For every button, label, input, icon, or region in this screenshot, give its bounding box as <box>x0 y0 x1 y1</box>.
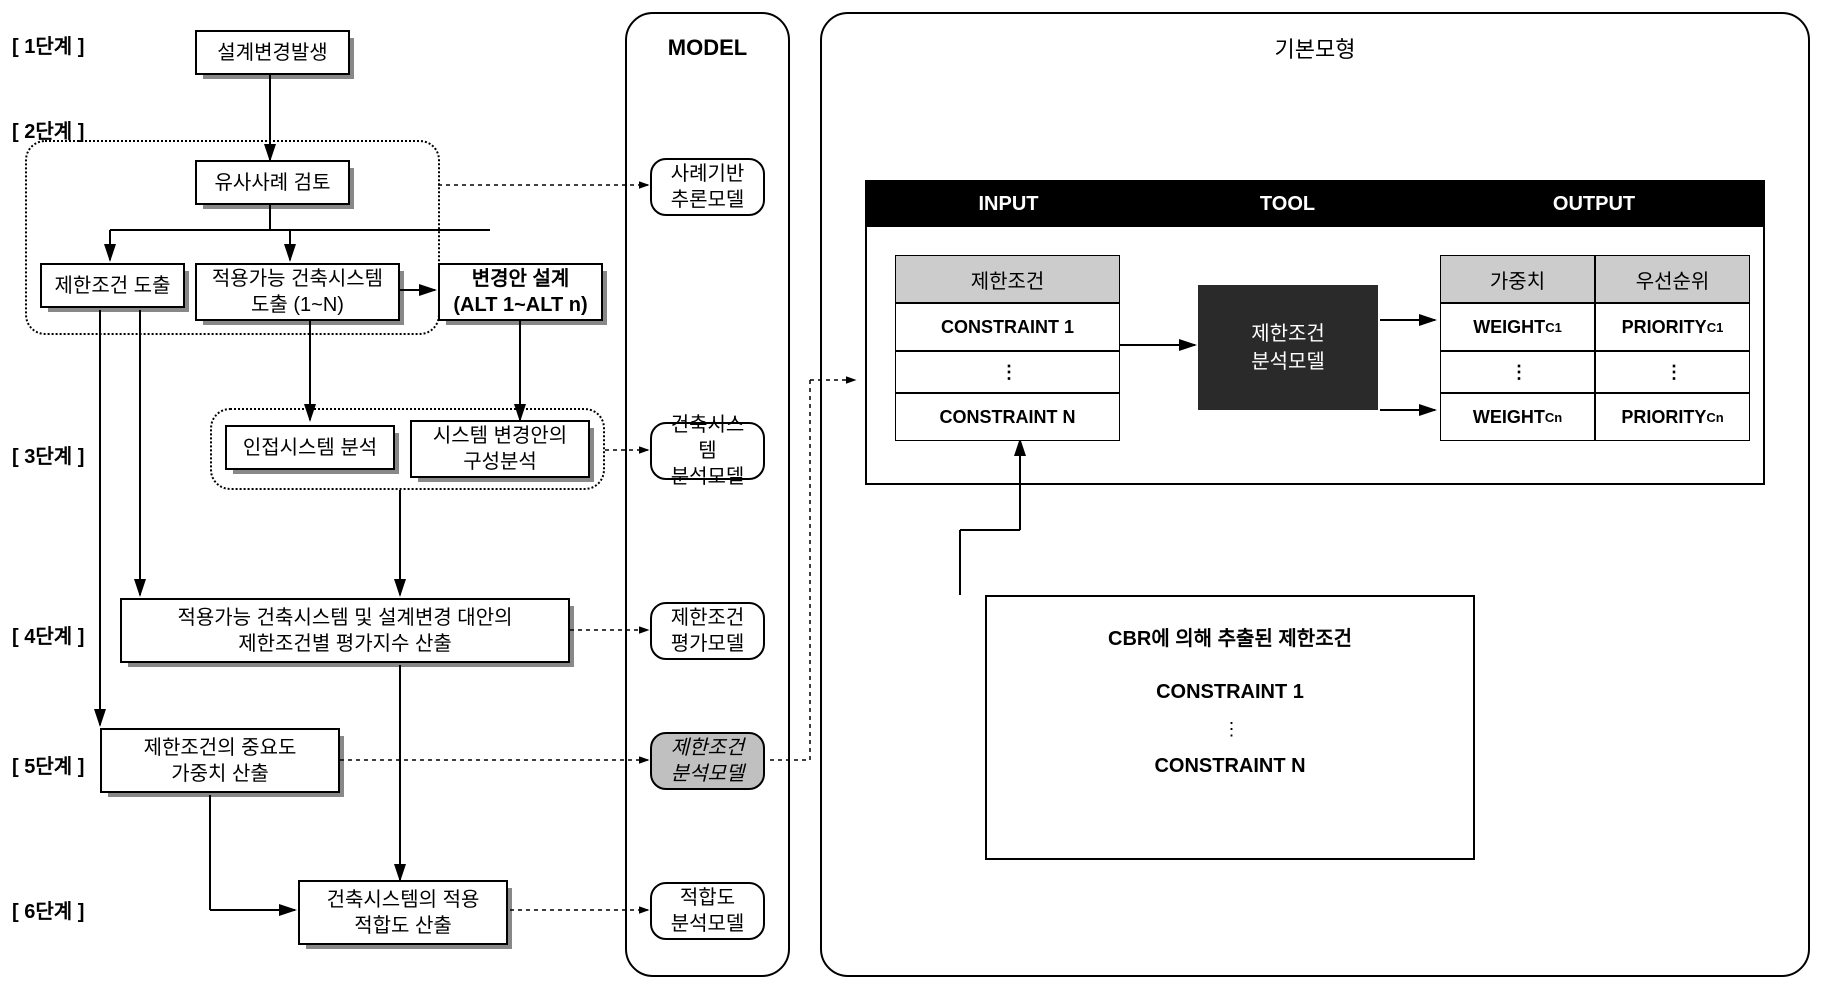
stage3-label: [ 3단계 ] <box>12 440 84 469</box>
model-suitability-text: 적합도 분석모델 <box>671 885 745 937</box>
output-wn-t: WEIGHT <box>1473 407 1545 428</box>
box-weight-calc: 제한조건의 중요도 가중치 산출 <box>100 728 340 793</box>
cbr-r1: CONSTRAINT 1 <box>987 681 1473 704</box>
hdr-output: OUTPUT <box>1425 182 1763 227</box>
box-design-change-text: 설계변경발생 <box>217 40 327 66</box>
output-w1-sub: C1 <box>1545 320 1562 335</box>
output-w-dots: ⋮ <box>1440 351 1595 393</box>
input-header: 제한조건 <box>895 255 1120 303</box>
output-w1-t: WEIGHT <box>1473 317 1545 338</box>
box-applicable-system: 적용가능 건축시스템 도출 (1~N) <box>195 263 400 321</box>
box-suitability: 건축시스템의 적용 적합도 산출 <box>298 880 508 945</box>
box-similar-case: 유사사례 검토 <box>195 160 350 205</box>
output-pn: PRIORITYCn <box>1595 393 1750 441</box>
output-hdr-priority: 우선순위 <box>1595 255 1750 303</box>
hdr-tool: TOOL <box>1150 182 1425 227</box>
box-design-change: 설계변경발생 <box>195 30 350 75</box>
box-suitability-text: 건축시스템의 적용 적합도 산출 <box>327 887 480 939</box>
model-constraint-analysis-text: 제한조건 분석모델 <box>671 735 745 787</box>
stage1-label: [ 1단계 ] <box>12 30 84 59</box>
box-system-change-analysis-text: 시스템 변경안의 구성분석 <box>433 423 567 475</box>
stage6-label: [ 6단계 ] <box>12 895 84 924</box>
box-alt-design: 변경안 설계 (ALT 1~ALT n) <box>438 263 603 321</box>
model-suitability: 적합도 분석모델 <box>650 882 765 940</box>
model-cbr: 사례기반 추론모델 <box>650 158 765 216</box>
stage5-label: [ 5단계 ] <box>12 750 84 779</box>
model-building-system-text: 건축시스템 분석모델 <box>662 412 753 490</box>
output-p-dots: ⋮ <box>1595 351 1750 393</box>
output-hdr-weight: 가중치 <box>1440 255 1595 303</box>
box-constraint-derive: 제한조건 도출 <box>40 263 185 308</box>
output-p1: PRIORITYC1 <box>1595 303 1750 351</box>
hdr-input: INPUT <box>867 182 1150 227</box>
cbr-rn: CONSTRAINT N <box>987 755 1473 778</box>
cbr-title: CBR에 의해 추출된 제한조건 <box>987 622 1473 651</box>
box-weight-calc-text: 제한조건의 중요도 가중치 산출 <box>144 735 297 787</box>
input-row-dots: ⋮ <box>895 351 1120 393</box>
tool-box-text: 제한조건 분석모델 <box>1251 320 1325 376</box>
output-w1: WEIGHTC1 <box>1440 303 1595 351</box>
cbr-box: CBR에 의해 추출된 제한조건 CONSTRAINT 1 ⋮ CONSTRAI… <box>985 595 1475 860</box>
cbr-dots: ⋮ <box>987 719 1473 740</box>
model-constraint-eval-text: 제한조건 평가모델 <box>671 605 745 657</box>
input-row1: CONSTRAINT 1 <box>895 303 1120 351</box>
input-rown: CONSTRAINT N <box>895 393 1120 441</box>
output-pn-t: PRIORITY <box>1621 407 1706 428</box>
right-title: 기본모형 <box>820 32 1810 64</box>
output-wn-sub: Cn <box>1545 410 1562 425</box>
model-container <box>625 12 790 977</box>
model-building-system: 건축시스템 분석모델 <box>650 422 765 480</box>
box-constraint-derive-text: 제한조건 도출 <box>55 273 171 299</box>
box-applicable-system-text: 적용가능 건축시스템 도출 (1~N) <box>212 266 383 318</box>
box-adjacent-analysis: 인접시스템 분석 <box>225 425 395 470</box>
box-alt-design-text: 변경안 설계 (ALT 1~ALT n) <box>453 266 587 318</box>
output-pn-sub: Cn <box>1706 410 1723 425</box>
model-constraint-analysis: 제한조건 분석모델 <box>650 732 765 790</box>
box-evaluation-index: 적용가능 건축시스템 및 설계변경 대안의 제한조건별 평가지수 산출 <box>120 598 570 663</box>
tool-box: 제한조건 분석모델 <box>1198 285 1378 410</box>
output-p1-t: PRIORITY <box>1622 317 1707 338</box>
box-evaluation-index-text: 적용가능 건축시스템 및 설계변경 대안의 제한조건별 평가지수 산출 <box>177 605 512 657</box>
output-p1-sub: C1 <box>1707 320 1724 335</box>
model-cbr-text: 사례기반 추론모델 <box>671 161 745 213</box>
box-system-change-analysis: 시스템 변경안의 구성분석 <box>410 420 590 478</box>
box-similar-case-text: 유사사례 검토 <box>215 170 331 196</box>
model-title: MODEL <box>625 35 790 61</box>
box-adjacent-analysis-text: 인접시스템 분석 <box>243 435 377 461</box>
output-wn: WEIGHTCn <box>1440 393 1595 441</box>
model-constraint-eval: 제한조건 평가모델 <box>650 602 765 660</box>
stage4-label: [ 4단계 ] <box>12 620 84 649</box>
